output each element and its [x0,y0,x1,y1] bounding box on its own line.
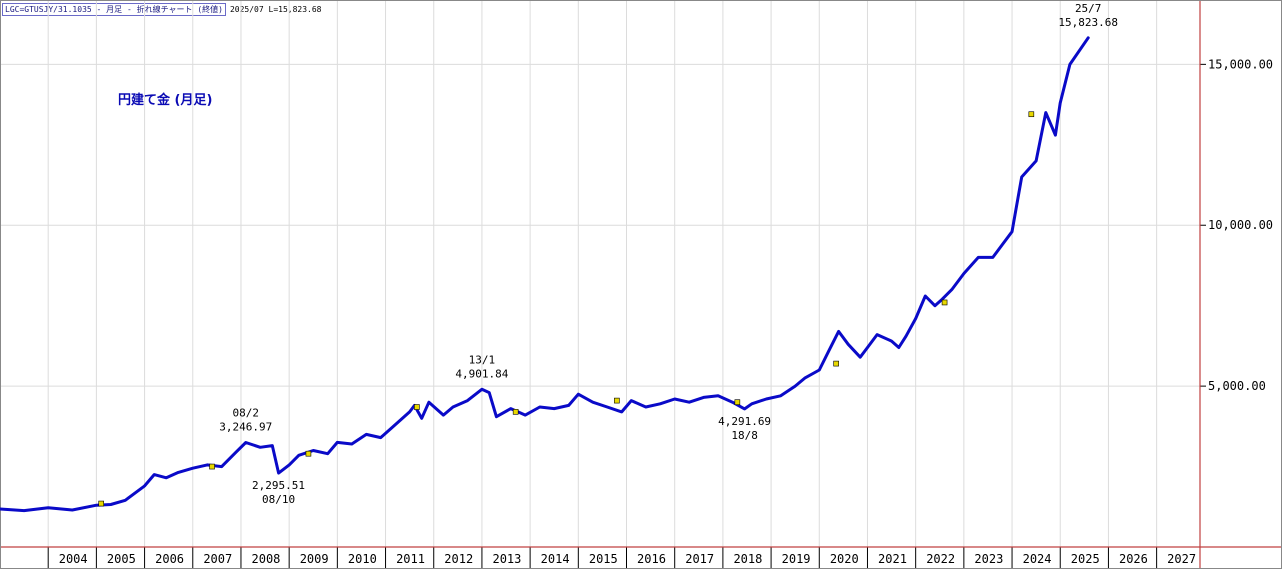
x-tick-label: 2023 [974,552,1003,566]
annotation-date: 25/7 [1075,2,1102,15]
y-tick-label: 10,000.00 [1208,218,1273,232]
annotation-value: 4,901.84 [455,367,508,380]
x-tick-label: 2022 [926,552,955,566]
data-marker [512,409,519,415]
data-marker [414,404,420,410]
data-marker [1028,111,1035,118]
x-tick-label: 2021 [878,552,907,566]
x-tick-label: 2015 [589,552,618,566]
chart-symbol-title[interactable]: LGC=GTUSJY/31.1035 - 月足 - 折れ線チャート (終値) [2,3,226,16]
chart-title: 円建て金 (月足) [118,92,212,108]
x-tick-label: 2024 [1023,552,1052,566]
annotation-value: 3,246.97 [219,421,272,434]
data-marker [833,360,839,367]
data-marker [305,450,312,457]
x-tick-label: 2006 [155,552,184,566]
x-tick-label: 2010 [348,552,377,566]
data-marker [98,500,105,507]
x-tick-label: 2004 [59,552,88,566]
y-tick-label: 5,000.00 [1208,379,1266,393]
x-tick-label: 2025 [1071,552,1100,566]
series-line-layer [0,36,1090,513]
annotation-date: 08/2 [233,407,260,420]
x-tick-label: 2009 [300,552,329,566]
data-marker [734,399,741,406]
chart-header: LGC=GTUSJY/31.1035 - 月足 - 折れ線チャート (終値) 2… [2,3,321,16]
chart-last-value: 2025/07 L=15,823.68 [229,5,322,14]
series-line [0,36,1090,513]
data-marker [941,299,948,306]
x-tick-label: 2014 [541,552,570,566]
annotation-value: 2,295.51 [252,479,305,492]
annotation-date: 13/1 [469,353,496,366]
annotation-value: 15,823.68 [1058,16,1118,29]
marker-layer [98,111,1035,507]
x-tick-label: 2011 [396,552,425,566]
annotation-value: 4,291.69 [718,415,771,428]
annotation-date: 08/10 [262,493,295,506]
grid-lines [0,0,1200,547]
x-tick-label: 2005 [107,552,136,566]
x-tick-label: 2012 [444,552,473,566]
x-tick-label: 2018 [733,552,762,566]
data-marker [614,397,620,404]
y-tick-label: 15,000.00 [1208,57,1273,71]
x-tick-label: 2027 [1167,552,1196,566]
x-tick-label: 2008 [252,552,281,566]
x-tick-label: 2017 [685,552,714,566]
x-tick-label: 2020 [830,552,859,566]
x-tick-label: 2013 [492,552,521,566]
x-tick-label: 2026 [1119,552,1148,566]
data-marker [209,463,215,470]
annotation-date: 18/8 [731,429,758,442]
x-tick-label: 2019 [782,552,811,566]
x-tick-label: 2007 [203,552,232,566]
x-tick-label: 2016 [637,552,666,566]
